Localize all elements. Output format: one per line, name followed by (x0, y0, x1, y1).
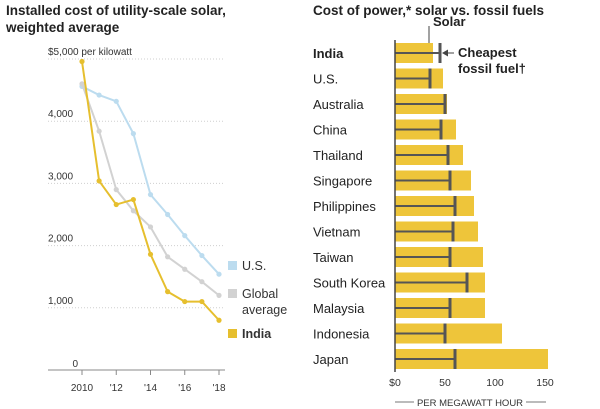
legend-swatch-global-average (228, 289, 237, 298)
data-point-u-s- (96, 92, 102, 98)
category-label: South Korea (313, 276, 386, 291)
y-tick-label: 4,000 (48, 109, 73, 120)
solar-annotation-label: Solar (433, 14, 466, 29)
category-label: Philippines (313, 199, 376, 214)
category-label: Japan (313, 352, 348, 367)
category-label: U.S. (313, 72, 338, 87)
data-point-india (113, 201, 119, 208)
data-point-india (130, 196, 136, 203)
bar-x-tick-label: $0 (389, 377, 401, 389)
data-point-u-s- (199, 252, 205, 259)
data-point-india (182, 298, 188, 305)
data-point-global-average (199, 279, 205, 285)
legend-swatch-u-s- (228, 261, 237, 270)
category-label: Taiwan (313, 250, 353, 265)
bar-x-tick-label: 150 (536, 377, 554, 389)
bar-x-tick-label: 100 (486, 377, 504, 389)
legend-label-u-s-: U.S. (242, 259, 266, 273)
y-tick-label: 3,000 (48, 171, 73, 182)
solar-bar (395, 323, 502, 344)
bar-x-axis-label: PER MEGAWATT HOUR (417, 398, 523, 409)
right-chart-title: Cost of power,* solar vs. fossil fuels (313, 3, 545, 18)
data-point-global-average (165, 254, 171, 260)
category-label: Singapore (313, 174, 372, 189)
data-point-india (79, 58, 85, 65)
y-tick-label: 1,000 (48, 296, 73, 307)
y-tick-label: 2,000 (48, 234, 73, 245)
category-label: Vietnam (313, 225, 360, 240)
data-point-india (96, 178, 102, 184)
data-point-india (147, 251, 154, 257)
data-point-u-s- (216, 271, 222, 277)
legend-label-global-average: Global average (242, 287, 287, 317)
x-tick-label: 2010 (71, 383, 94, 394)
data-point-u-s- (130, 131, 136, 137)
category-label: Indonesia (313, 327, 370, 342)
x-tick-label: '12 (110, 383, 123, 394)
bar-x-tick-label: 50 (439, 377, 451, 389)
x-tick-label: '14 (144, 383, 157, 394)
left-chart-title: Installed cost of utility-scale solar, w… (6, 3, 226, 35)
legend-label-india: India (242, 327, 272, 341)
x-tick-label: '18 (212, 383, 225, 394)
category-label: India (313, 46, 344, 61)
legend-label-line: Global (242, 287, 278, 301)
legend-swatch-india (228, 329, 237, 338)
y-axis-unit-label: $5,000 per kilowatt (48, 47, 132, 58)
data-point-global-average (79, 81, 85, 87)
y-tick-label: 0 (72, 359, 78, 370)
fossil-annotation-label: Cheapest fossil fuel† (458, 45, 526, 76)
data-point-u-s- (147, 191, 154, 198)
fossil-annotation-line: fossil fuel† (458, 61, 526, 76)
series-line-india (81, 61, 220, 321)
category-label: Malaysia (313, 301, 365, 316)
solar-bar (395, 349, 548, 369)
data-point-india (165, 289, 171, 295)
data-point-global-average (113, 187, 119, 193)
category-label: Thailand (313, 148, 363, 163)
data-point-global-average (182, 266, 188, 272)
fossil-annotation-line: Cheapest (458, 45, 517, 60)
category-label: Australia (313, 97, 364, 112)
fossil-annotation-arrow-head (442, 49, 448, 57)
data-point-u-s- (182, 233, 188, 239)
data-point-global-average (96, 128, 102, 134)
data-point-global-average (216, 292, 222, 298)
data-point-u-s- (113, 98, 119, 104)
data-point-india (216, 317, 222, 323)
category-label: China (313, 123, 348, 138)
series-line-global-average (81, 83, 220, 297)
data-point-india (199, 298, 205, 305)
x-tick-label: '16 (178, 383, 191, 394)
legend-label-line: average (242, 303, 287, 317)
data-point-global-average (130, 208, 136, 214)
data-point-u-s- (165, 211, 171, 218)
data-point-global-average (147, 224, 154, 230)
